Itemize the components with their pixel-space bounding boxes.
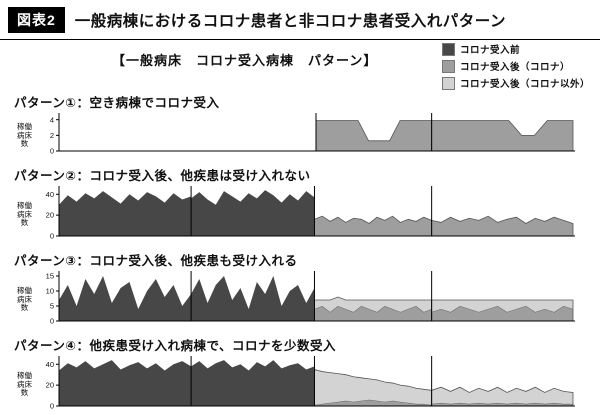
legend-label-after-noncovid: コロナ受入後（コロナ以外） [459, 79, 590, 90]
svg-text:0: 0 [50, 147, 54, 156]
svg-text:0: 0 [50, 317, 54, 326]
svg-text:20: 20 [46, 211, 54, 220]
pattern-3-y-axis-label: 稼働病床数 [17, 286, 32, 313]
panel-pattern-3: パターン③：コロナ受入後、他疾患も受け入れる 稼働病床数 0 5 10 15 [0, 248, 600, 330]
svg-text:0: 0 [50, 232, 54, 241]
pattern-4-title: パターン④：他疾患受け入れ病棟で、コロナを少数受入 [14, 339, 336, 353]
legend-item-before: コロナ受入前 [441, 42, 590, 56]
legend-label-before: コロナ受入前 [459, 45, 520, 56]
pattern-1-chart: 0 2 4 [50, 113, 575, 156]
svg-text:5: 5 [50, 302, 54, 311]
pattern-4-chart: 0 20 40 [46, 356, 575, 411]
legend-item-after-covid: コロナ受入後（コロナ） [441, 59, 590, 73]
pattern-4-y-axis-label: 稼働病床数 [17, 371, 32, 398]
svg-text:15: 15 [46, 272, 54, 281]
pattern-1-title: パターン①：空き病棟でコロナ受入 [14, 96, 220, 110]
svg-text:0: 0 [50, 402, 54, 411]
panel-pattern-2: パターン②：コロナ受入後、他疾患は受け入れない 稼働病床数 0 20 40 [0, 163, 600, 245]
svg-text:20: 20 [46, 381, 54, 390]
pattern-3-title: パターン③：コロナ受入後、他疾患も受け入れる [14, 254, 298, 268]
chart-legend: コロナ受入前 コロナ受入後（コロナ） コロナ受入後（コロナ以外） [441, 42, 590, 90]
pattern-4-chart-row: 稼働病床数 0 20 40 [0, 355, 600, 415]
pattern-1-y-axis-label: 稼働病床数 [17, 122, 32, 149]
legend-swatch-before [441, 42, 455, 56]
figure-badge: 図表2 [8, 7, 65, 33]
pattern-2-chart-row: 稼働病床数 0 20 40 [0, 185, 600, 245]
legend-item-after-noncovid: コロナ受入後（コロナ以外） [441, 76, 590, 90]
svg-text:4: 4 [50, 115, 54, 124]
panel-pattern-1: パターン①：空き病棟でコロナ受入 稼働病床数 0 2 4 [0, 90, 600, 160]
svg-text:40: 40 [46, 360, 54, 369]
svg-text:40: 40 [46, 190, 54, 199]
figure-header: 図表2 一般病棟におけるコロナ患者と非コロナ患者受入れパターン [0, 0, 600, 40]
legend-swatch-after-noncovid [441, 76, 455, 90]
pattern-3-chart: 0 5 10 15 [46, 271, 575, 326]
svg-text:2: 2 [50, 131, 54, 140]
chart-subtitle: 【一般病床 コロナ受入病棟 パターン】 [112, 53, 378, 68]
legend-label-after-covid: コロナ受入後（コロナ） [459, 62, 570, 73]
pattern-2-y-axis-label: 稼働病床数 [17, 201, 32, 228]
pattern-2-title: パターン②：コロナ受入後、他疾患は受け入れない [14, 169, 311, 183]
pattern-3-chart-row: 稼働病床数 0 5 10 15 [0, 270, 600, 330]
figure-title: 一般病棟におけるコロナ患者と非コロナ患者受入れパターン [74, 13, 507, 30]
pattern-2-chart: 0 20 40 [46, 186, 575, 241]
legend-swatch-after-covid [441, 59, 455, 73]
panel-pattern-4: パターン④：他疾患受け入れ病棟で、コロナを少数受入 稼働病床数 0 20 40 [0, 333, 600, 415]
legend-and-subtitle-row: 【一般病床 コロナ受入病棟 パターン】 コロナ受入前 コロナ受入後（コロナ） コ… [0, 40, 600, 90]
pattern-1-chart-row: 稼働病床数 0 2 4 [0, 112, 600, 160]
svg-text:10: 10 [46, 287, 54, 296]
